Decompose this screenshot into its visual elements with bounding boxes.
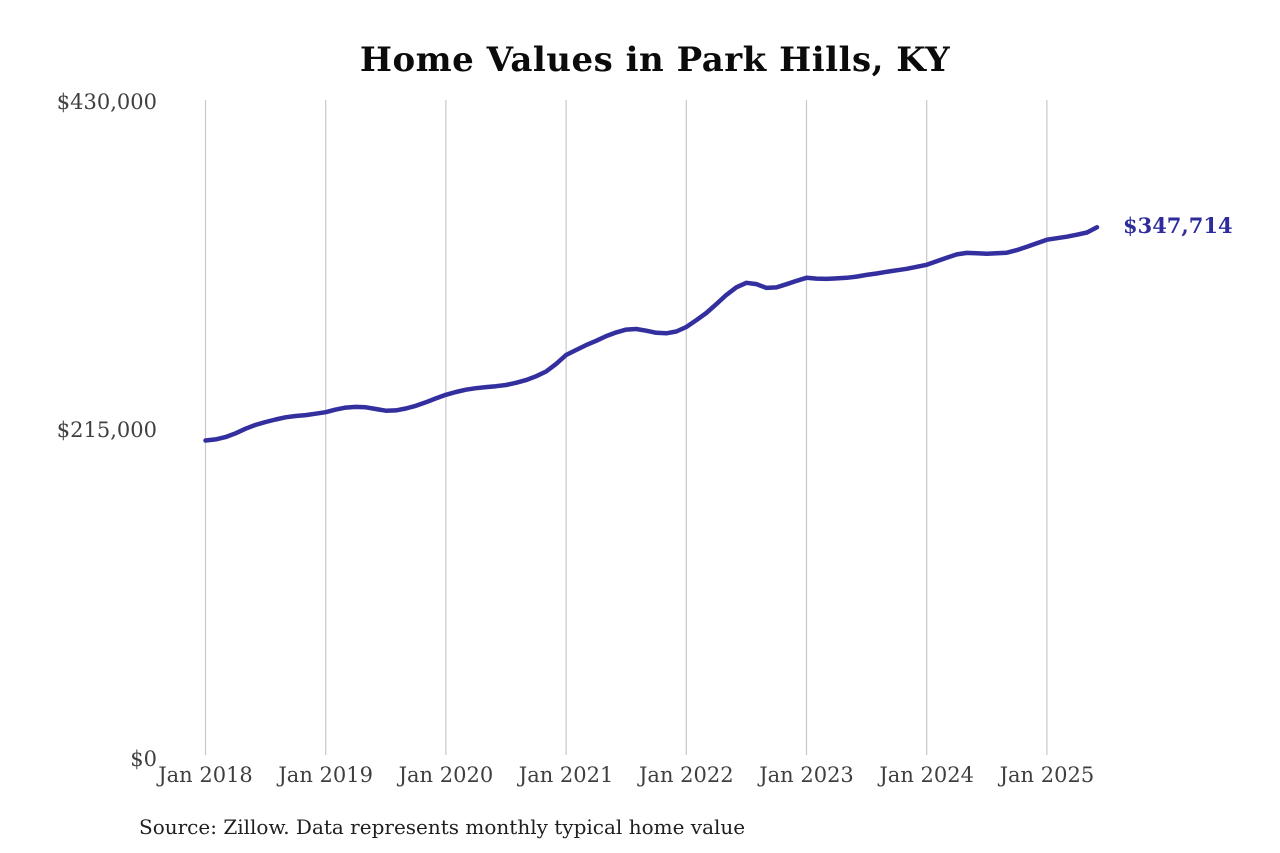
y-tick-label: $215,000 [56,418,157,443]
x-tick-label: Jan 2024 [879,763,974,787]
x-tick-label: Jan 2025 [999,763,1095,787]
x-tick-label: Jan 2023 [759,763,854,787]
x-tick-label: Jan 2020 [398,763,494,787]
x-tick-label: Jan 2022 [639,763,734,787]
price-line [203,225,1100,443]
x-tick-label: Jan 2018 [158,763,253,787]
y-tick-label: $0 [130,747,157,771]
source-note: Source: Zillow. Data represents monthly … [139,815,746,839]
y-tick-label: $430,000 [56,89,157,114]
latest-value-label: $347,714 [1122,213,1233,239]
x-tick-label: Jan 2021 [518,763,614,787]
x-tick-label: Jan 2019 [278,763,373,787]
chart-title: Home Values in Park Hills, KY [359,40,951,80]
